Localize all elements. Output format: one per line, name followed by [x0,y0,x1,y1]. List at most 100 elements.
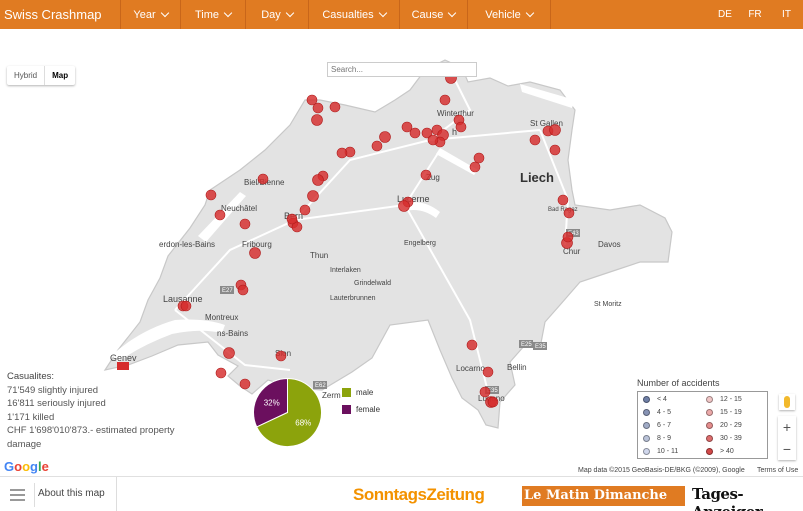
nav-time-dropdown[interactable]: Time [181,0,246,29]
accident-marker[interactable] [473,152,485,164]
chevron-down-icon [525,8,534,17]
map-label-neuchatel: Neuchâtel [221,204,257,213]
lang-de-link[interactable]: DE [718,9,732,20]
terms-of-use-link[interactable]: Terms of Use [757,467,799,474]
accident-marker[interactable] [487,396,499,408]
accident-marker[interactable] [420,169,432,181]
road-shield: E25 [521,342,532,348]
map-label-lausanne: Lausanne [163,294,203,304]
accident-marker[interactable] [421,127,433,139]
accident-marker[interactable] [286,213,298,225]
accident-marker[interactable] [336,147,348,159]
pie-label-female: 32% [264,398,280,407]
map-label-winterthur: Winterthur [437,109,474,118]
accident-marker[interactable] [257,173,269,185]
accident-marker[interactable] [291,221,303,233]
accident-marker[interactable] [529,134,541,146]
nav-day-label: Day [261,8,281,21]
nav-cause-dropdown[interactable]: Cause [400,0,468,29]
accident-marker[interactable] [239,378,251,390]
map-label-lauterbrunnen: Lauterbrunnen [330,295,376,302]
nav-day-dropdown[interactable]: Day [246,0,309,29]
sonntagszeitung-logo[interactable]: SonntagsZeitung [353,485,485,504]
nav-year-dropdown[interactable]: Year [121,0,181,29]
accident-marker[interactable] [299,204,311,216]
top-navigation-bar: Swiss Crashmap Year Time Day Casualties … [0,0,803,29]
road-shield: E35 [487,388,498,394]
nav-vehicle-dropdown[interactable]: Vehicle [468,0,551,29]
legend-dot [706,422,713,429]
accident-marker[interactable] [249,247,261,259]
pie-slice-female[interactable] [253,377,288,428]
accident-marker[interactable] [563,207,575,219]
killed-count: 1'171 killed [7,411,55,423]
lang-fr-link[interactable]: FR [748,9,762,20]
map-canvas[interactable]: Winterthur St Gallen Liech Biel/Bienne N… [0,29,803,476]
accident-marker[interactable] [482,366,494,378]
accidents-legend-item: 30 - 39 [706,435,742,442]
accident-marker[interactable] [466,339,478,351]
map-label-zermatt: Zerm [322,391,341,400]
accident-marker[interactable] [469,161,481,173]
accident-marker[interactable] [312,102,324,114]
brand-title: Swiss Crashmap [0,0,121,29]
accident-marker[interactable] [379,131,391,143]
pie-slice-male[interactable] [256,377,322,447]
legend-dot [706,396,713,403]
accident-marker[interactable] [239,218,251,230]
le-matin-dimanche-logo[interactable]: Le Matin Dimanche [522,486,685,506]
accident-marker[interactable] [549,144,561,156]
divider [116,477,117,511]
map-label-zug: Zug [426,173,440,182]
map-label-bains: ns-Bains [217,329,248,338]
map-label-interlaken: Interlaken [330,267,361,274]
accident-marker[interactable] [306,94,318,106]
legend-male: male [342,388,373,397]
accident-marker[interactable] [215,367,227,379]
accident-marker[interactable] [455,121,467,133]
legend-dot [706,448,713,455]
nav-casualties-dropdown[interactable]: Casualties [309,0,400,29]
zoom-out-button[interactable]: − [782,441,792,457]
accident-marker[interactable] [427,134,439,146]
accident-marker[interactable] [439,94,451,106]
accident-marker[interactable] [562,231,574,243]
lake-constance [520,84,575,108]
accident-marker[interactable] [371,140,383,152]
map-label-st-moritz: St Moritz [594,301,622,308]
accident-marker[interactable] [479,386,491,398]
hybrid-button[interactable]: Hybrid [14,71,38,80]
accident-marker[interactable] [205,189,217,201]
accident-marker[interactable] [398,200,410,212]
accident-marker[interactable] [311,114,323,126]
accident-marker[interactable] [307,190,319,202]
zoom-in-button[interactable]: + [782,419,792,435]
accident-marker[interactable] [180,300,192,312]
street-view-pegman-icon[interactable] [779,394,795,410]
accident-marker[interactable] [557,194,569,206]
accident-marker[interactable] [275,350,287,362]
legend-label: 12 - 15 [720,396,742,403]
map-button[interactable]: Map [44,66,75,85]
legend-label: 20 - 29 [720,422,742,429]
map-label-fribourg: Fribourg [242,240,272,249]
lang-it-link[interactable]: IT [782,9,791,20]
search-input[interactable] [327,62,477,77]
accident-marker[interactable] [401,121,413,133]
about-this-map-link[interactable]: About this map [38,488,105,499]
hamburger-menu-icon[interactable] [10,489,25,501]
accident-marker[interactable] [549,124,561,136]
slightly-injured-count: 71'549 slightly injured [7,384,99,396]
accident-marker[interactable] [329,101,341,113]
accident-marker[interactable] [312,174,324,186]
accident-marker[interactable] [117,362,129,370]
legend-label: > 40 [720,448,734,455]
accident-marker[interactable] [237,284,249,296]
accident-marker[interactable] [409,127,421,139]
tages-anzeiger-logo[interactable]: Tages-Anzeiger [692,485,763,511]
accident-marker[interactable] [214,209,226,221]
accident-marker[interactable] [223,347,235,359]
legend-dot [643,422,650,429]
female-swatch [342,405,351,414]
